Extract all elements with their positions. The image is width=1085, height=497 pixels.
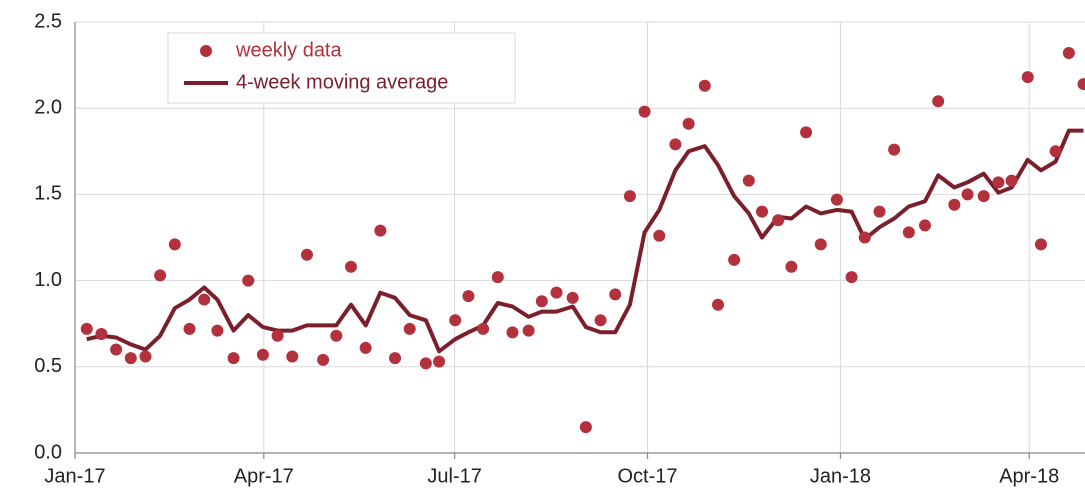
data-point [403,322,416,335]
data-point [873,205,886,218]
data-point [579,421,592,434]
data-point [80,322,93,335]
legend-label: 4-week moving average [236,71,448,93]
data-point [317,353,330,366]
data-point [154,269,167,282]
data-point [1049,145,1062,158]
legend-box [167,32,516,104]
data-point [948,198,961,211]
data-point [682,117,695,130]
y-tick-label: 0.5 [34,355,62,377]
data-point [961,188,974,201]
data-point [566,291,579,304]
data-point [506,326,519,339]
y-tick-label: 2.0 [34,96,62,118]
data-point [594,314,607,327]
data-point [389,352,402,365]
data-point [728,253,741,266]
data-point [888,143,901,156]
data-point [139,350,152,363]
data-point [449,314,462,327]
data-point [800,126,813,139]
data-point [227,352,240,365]
x-tick-label: Oct-17 [618,465,678,487]
data-point [359,341,372,354]
data-point [742,174,755,187]
data-point [330,329,343,342]
data-point [286,350,299,363]
data-point [932,95,945,108]
data-point [609,288,622,301]
data-point [830,193,843,206]
x-tick-label: Apr-18 [999,465,1059,487]
data-point [242,274,255,287]
data-point [858,231,871,244]
data-point [756,205,769,218]
data-point [124,352,137,365]
data-point [95,328,108,341]
data-point [977,190,990,203]
data-point [638,105,651,118]
data-point [845,271,858,284]
data-point [1021,71,1034,84]
data-point [183,322,196,335]
data-point [256,348,269,361]
data-point [1034,238,1047,251]
data-point [535,295,548,308]
x-tick-label: Jul-17 [427,465,481,487]
y-tick-label: 0.0 [34,441,62,463]
data-point [785,260,798,273]
data-point [918,219,931,232]
data-point [550,286,563,299]
y-tick-label: 1.0 [34,269,62,291]
x-tick-label: Apr-17 [234,465,294,487]
data-point [374,224,387,237]
legend-label: weekly data [235,39,342,61]
data-point [110,343,123,356]
data-point [477,322,490,335]
data-point [814,238,827,251]
x-tick-label: Jan-17 [44,465,105,487]
data-point [1077,78,1085,91]
data-point [992,176,1005,189]
data-point [168,238,181,251]
data-point [211,324,224,337]
data-point [623,190,636,203]
data-point [711,298,724,311]
data-point [653,229,666,242]
data-point [772,214,785,227]
moving-average-line [86,128,1084,354]
data-point [462,290,475,303]
data-point [491,271,504,284]
data-point [1062,47,1075,60]
data-point [300,248,313,261]
x-tick-label: Jan-18 [810,465,871,487]
data-point [419,357,432,370]
data-point [669,138,682,151]
y-tick-label: 1.5 [34,183,62,205]
legend-symbol [200,45,212,57]
data-point [198,293,211,306]
data-point [1005,174,1018,187]
data-point [271,329,284,342]
data-point [698,79,711,92]
data-point [344,260,357,273]
y-tick-label: 2.5 [34,10,62,32]
data-point [902,226,915,239]
data-point [433,355,446,368]
data-point [522,324,535,337]
